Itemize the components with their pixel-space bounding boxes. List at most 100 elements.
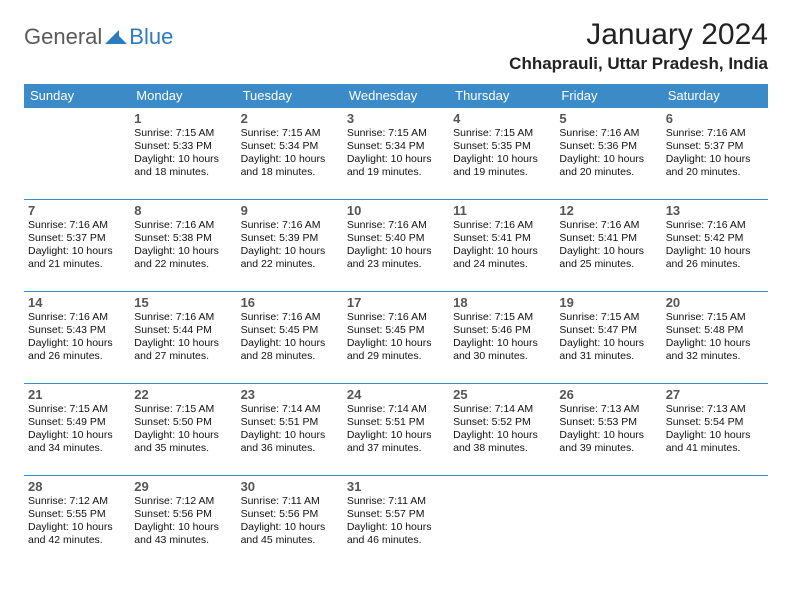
sunset-line: Sunset: 5:50 PM <box>134 416 232 429</box>
sunrise-line: Sunrise: 7:11 AM <box>347 495 445 508</box>
day-info: Sunrise: 7:11 AMSunset: 5:56 PMDaylight:… <box>241 495 339 548</box>
day-number: 26 <box>559 387 657 402</box>
sunset-line: Sunset: 5:37 PM <box>666 140 764 153</box>
sunrise-line: Sunrise: 7:15 AM <box>347 127 445 140</box>
sunset-line: Sunset: 5:34 PM <box>347 140 445 153</box>
sunrise-value: 7:16 AM <box>282 219 321 231</box>
sunset-label: Sunset: <box>666 324 702 336</box>
daylight-label: Daylight: <box>241 521 282 533</box>
sunrise-line: Sunrise: 7:15 AM <box>453 127 551 140</box>
title-block: January 2024 Chhaprauli, Uttar Pradesh, … <box>509 18 768 74</box>
sunrise-line: Sunrise: 7:16 AM <box>559 219 657 232</box>
sunrise-line: Sunrise: 7:15 AM <box>559 311 657 324</box>
sunset-line: Sunset: 5:33 PM <box>134 140 232 153</box>
sunset-line: Sunset: 5:37 PM <box>28 232 126 245</box>
sunset-label: Sunset: <box>134 508 170 520</box>
sunset-value: 5:56 PM <box>279 508 318 520</box>
day-info: Sunrise: 7:13 AMSunset: 5:54 PMDaylight:… <box>666 403 764 456</box>
calendar-day-cell: 15Sunrise: 7:16 AMSunset: 5:44 PMDayligh… <box>130 292 236 384</box>
sunset-line: Sunset: 5:51 PM <box>241 416 339 429</box>
daylight-label: Daylight: <box>453 245 494 257</box>
daylight-label: Daylight: <box>241 429 282 441</box>
daylight-line: Daylight: 10 hours and 18 minutes. <box>241 153 339 179</box>
day-number: 3 <box>347 111 445 126</box>
sunset-line: Sunset: 5:57 PM <box>347 508 445 521</box>
daylight-label: Daylight: <box>134 153 175 165</box>
sunset-line: Sunset: 5:36 PM <box>559 140 657 153</box>
calendar-thead: SundayMondayTuesdayWednesdayThursdayFrid… <box>24 84 768 108</box>
sunrise-line: Sunrise: 7:16 AM <box>134 311 232 324</box>
sunset-value: 5:56 PM <box>173 508 212 520</box>
daylight-label: Daylight: <box>666 429 707 441</box>
sunset-label: Sunset: <box>666 140 702 152</box>
sunset-line: Sunset: 5:41 PM <box>453 232 551 245</box>
calendar-day-cell: 30Sunrise: 7:11 AMSunset: 5:56 PMDayligh… <box>237 476 343 568</box>
calendar-week-row: 21Sunrise: 7:15 AMSunset: 5:49 PMDayligh… <box>24 384 768 476</box>
sunrise-line: Sunrise: 7:13 AM <box>666 403 764 416</box>
sunrise-value: 7:16 AM <box>601 127 640 139</box>
sunrise-value: 7:16 AM <box>707 219 746 231</box>
sunrise-value: 7:15 AM <box>282 127 321 139</box>
sunrise-label: Sunrise: <box>28 311 67 323</box>
day-info: Sunrise: 7:15 AMSunset: 5:46 PMDaylight:… <box>453 311 551 364</box>
daylight-line: Daylight: 10 hours and 29 minutes. <box>347 337 445 363</box>
day-info: Sunrise: 7:15 AMSunset: 5:49 PMDaylight:… <box>28 403 126 456</box>
sunset-value: 5:52 PM <box>492 416 531 428</box>
day-info: Sunrise: 7:11 AMSunset: 5:57 PMDaylight:… <box>347 495 445 548</box>
daylight-label: Daylight: <box>559 153 600 165</box>
sunrise-label: Sunrise: <box>134 311 173 323</box>
sunrise-label: Sunrise: <box>453 219 492 231</box>
sunrise-value: 7:16 AM <box>707 127 746 139</box>
daylight-label: Daylight: <box>28 429 69 441</box>
sunrise-label: Sunrise: <box>28 403 67 415</box>
sunrise-label: Sunrise: <box>559 219 598 231</box>
sunset-line: Sunset: 5:38 PM <box>134 232 232 245</box>
sunset-label: Sunset: <box>241 324 277 336</box>
daylight-label: Daylight: <box>347 521 388 533</box>
calendar-day-cell: 23Sunrise: 7:14 AMSunset: 5:51 PMDayligh… <box>237 384 343 476</box>
calendar-day-cell: 31Sunrise: 7:11 AMSunset: 5:57 PMDayligh… <box>343 476 449 568</box>
weekday-header: Wednesday <box>343 84 449 108</box>
sunset-value: 5:54 PM <box>704 416 743 428</box>
sunrise-line: Sunrise: 7:16 AM <box>241 219 339 232</box>
day-info: Sunrise: 7:16 AMSunset: 5:42 PMDaylight:… <box>666 219 764 272</box>
sunrise-value: 7:16 AM <box>69 219 108 231</box>
daylight-label: Daylight: <box>666 245 707 257</box>
sunset-value: 5:38 PM <box>173 232 212 244</box>
day-number: 31 <box>347 479 445 494</box>
sunrise-line: Sunrise: 7:15 AM <box>134 403 232 416</box>
calendar-day-cell: 5Sunrise: 7:16 AMSunset: 5:36 PMDaylight… <box>555 108 661 200</box>
daylight-label: Daylight: <box>241 337 282 349</box>
sunrise-line: Sunrise: 7:16 AM <box>347 219 445 232</box>
daylight-line: Daylight: 10 hours and 34 minutes. <box>28 429 126 455</box>
calendar-empty-cell <box>24 108 130 200</box>
sunset-value: 5:51 PM <box>385 416 424 428</box>
daylight-line: Daylight: 10 hours and 22 minutes. <box>241 245 339 271</box>
sunrise-value: 7:11 AM <box>388 495 426 507</box>
calendar-day-cell: 28Sunrise: 7:12 AMSunset: 5:55 PMDayligh… <box>24 476 130 568</box>
sunset-line: Sunset: 5:43 PM <box>28 324 126 337</box>
daylight-label: Daylight: <box>28 521 69 533</box>
sunrise-value: 7:14 AM <box>495 403 534 415</box>
sunrise-value: 7:15 AM <box>495 311 534 323</box>
brand-text-general: General <box>24 24 102 50</box>
sunset-value: 5:47 PM <box>598 324 637 336</box>
sunrise-line: Sunrise: 7:13 AM <box>559 403 657 416</box>
sunset-line: Sunset: 5:54 PM <box>666 416 764 429</box>
sunrise-line: Sunrise: 7:16 AM <box>134 219 232 232</box>
sunset-label: Sunset: <box>134 416 170 428</box>
sunset-label: Sunset: <box>241 508 277 520</box>
day-number: 11 <box>453 203 551 218</box>
sunrise-label: Sunrise: <box>241 219 280 231</box>
daylight-label: Daylight: <box>453 337 494 349</box>
day-number: 1 <box>134 111 232 126</box>
sunset-label: Sunset: <box>28 324 64 336</box>
sunrise-label: Sunrise: <box>559 311 598 323</box>
calendar-day-cell: 18Sunrise: 7:15 AMSunset: 5:46 PMDayligh… <box>449 292 555 384</box>
day-number: 20 <box>666 295 764 310</box>
daylight-label: Daylight: <box>134 429 175 441</box>
daylight-line: Daylight: 10 hours and 20 minutes. <box>666 153 764 179</box>
day-number: 9 <box>241 203 339 218</box>
calendar-day-cell: 22Sunrise: 7:15 AMSunset: 5:50 PMDayligh… <box>130 384 236 476</box>
daylight-line: Daylight: 10 hours and 39 minutes. <box>559 429 657 455</box>
